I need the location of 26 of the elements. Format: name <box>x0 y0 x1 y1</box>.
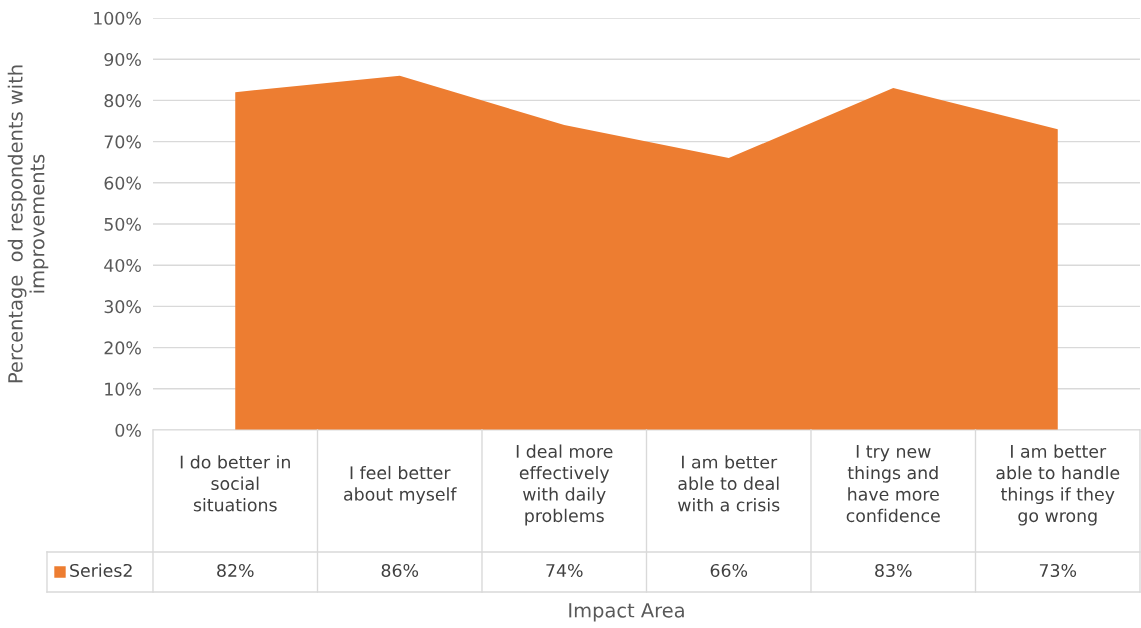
x-tick-label: I am better able to deal with a crisis <box>678 455 780 512</box>
y-tick-label: 70% <box>104 135 141 149</box>
y-tick-label: 100% <box>94 11 141 25</box>
y-tick-label: 60% <box>104 176 141 190</box>
x-axis-title: Impact Area <box>569 603 684 622</box>
x-tick-label: I deal more effectively with daily problems <box>516 444 613 526</box>
data-label: 73% <box>1039 563 1077 578</box>
y-tick-label: 80% <box>104 94 141 108</box>
y-tick-label: 20% <box>104 341 141 355</box>
x-tick-label: I try new things and have more confidence <box>846 445 940 523</box>
data-label: 66% <box>710 563 748 578</box>
x-tick-label: I feel better about myself <box>344 465 457 505</box>
y-tick-label: 40% <box>104 258 141 273</box>
x-tick-label: I am better able to handle things if they go wrong <box>996 444 1120 526</box>
legend-label: Series2 <box>70 563 132 578</box>
x-tick-label: I do better in social situations <box>180 455 290 512</box>
y-tick-label: 0% <box>115 423 141 437</box>
data-label: 86% <box>381 563 419 578</box>
data-label: 82% <box>217 563 254 578</box>
y-tick-label: 50% <box>104 217 141 231</box>
y-tick-label: 10% <box>105 382 141 396</box>
y-tick-label: 30% <box>104 300 141 314</box>
y-tick-label: 90% <box>104 52 141 67</box>
data-label: 83% <box>875 563 912 578</box>
y-axis-title: Percentage od respondents with improvements <box>7 65 49 383</box>
data-label: 74% <box>546 563 583 578</box>
